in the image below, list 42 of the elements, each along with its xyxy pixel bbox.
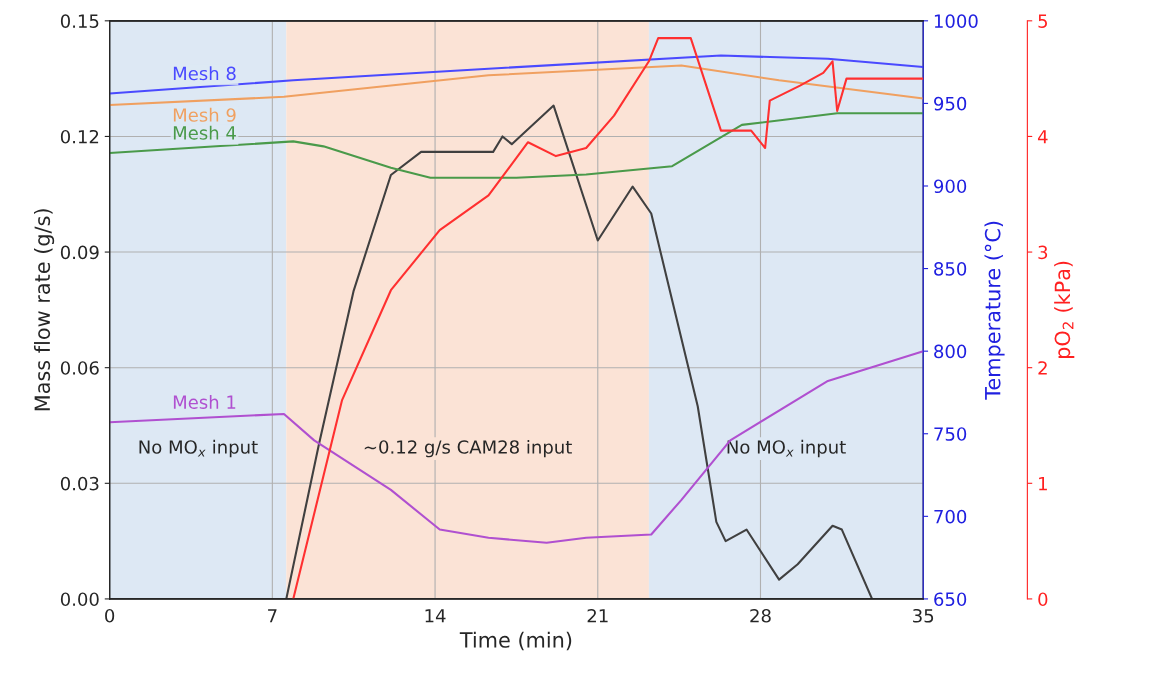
- y2-tick-label: 950: [934, 96, 967, 111]
- series-label: Mesh 4: [173, 125, 236, 140]
- x-tick-label: 35: [913, 608, 934, 623]
- y3-tick-label: 2: [1038, 361, 1047, 375]
- y3-tick-label: 3: [1038, 245, 1048, 260]
- line-series: [109, 350, 924, 544]
- x-tick-label: 7: [268, 609, 277, 623]
- band-label: No MO$_{x}$ input: [139, 439, 258, 458]
- y-tick-label: 0.06: [60, 361, 99, 375]
- series-label: Mesh 9: [173, 107, 236, 122]
- y-tick-label: 0.03: [60, 476, 99, 491]
- x-tick-label: 21: [587, 608, 608, 623]
- series-label: Mesh 1: [173, 394, 236, 409]
- y3-tick-label: 0: [1038, 592, 1048, 607]
- y-tick-label: 0.00: [60, 592, 99, 607]
- y3-tick-label: 5: [1038, 14, 1047, 28]
- x-axis-title: Time (min): [459, 631, 572, 651]
- y2-tick-label: 1000: [934, 14, 978, 28]
- y2-tick-label: 900: [934, 179, 967, 194]
- y2-tick-label: 800: [934, 344, 967, 359]
- y2-tick-label: 650: [934, 592, 967, 607]
- y-tick-label: 0.09: [60, 245, 99, 260]
- band-label: ~0.12 g/s CAM28 input: [364, 439, 572, 458]
- line-series: [292, 37, 924, 599]
- line-series: [109, 54, 924, 95]
- line-series: [109, 64, 924, 107]
- x-tick-label: 0: [105, 608, 115, 623]
- x-tick-label: 28: [750, 608, 771, 623]
- y-tick-label: 0.15: [60, 14, 99, 28]
- y2-tick-label: 700: [934, 509, 967, 524]
- y2-tick-label: 850: [934, 262, 967, 276]
- y-tick-label: 0.12: [60, 129, 99, 144]
- y-axis-title: Mass flow rate (g/s): [33, 209, 55, 411]
- y3-tick-label: 4: [1037, 130, 1048, 144]
- band-label: No MO$_{x}$ input: [727, 439, 846, 458]
- line-series: [285, 104, 874, 599]
- y2-tick-label: 750: [934, 427, 967, 441]
- x-tick-label: 14: [425, 609, 446, 623]
- y3-tick-label: 1: [1039, 477, 1047, 491]
- y3-axis-title: pO$_{2}$ (kPa): [1054, 261, 1075, 358]
- y2-axis-title: Temperature (°C): [984, 221, 1005, 400]
- series-label: Mesh 8: [173, 66, 236, 81]
